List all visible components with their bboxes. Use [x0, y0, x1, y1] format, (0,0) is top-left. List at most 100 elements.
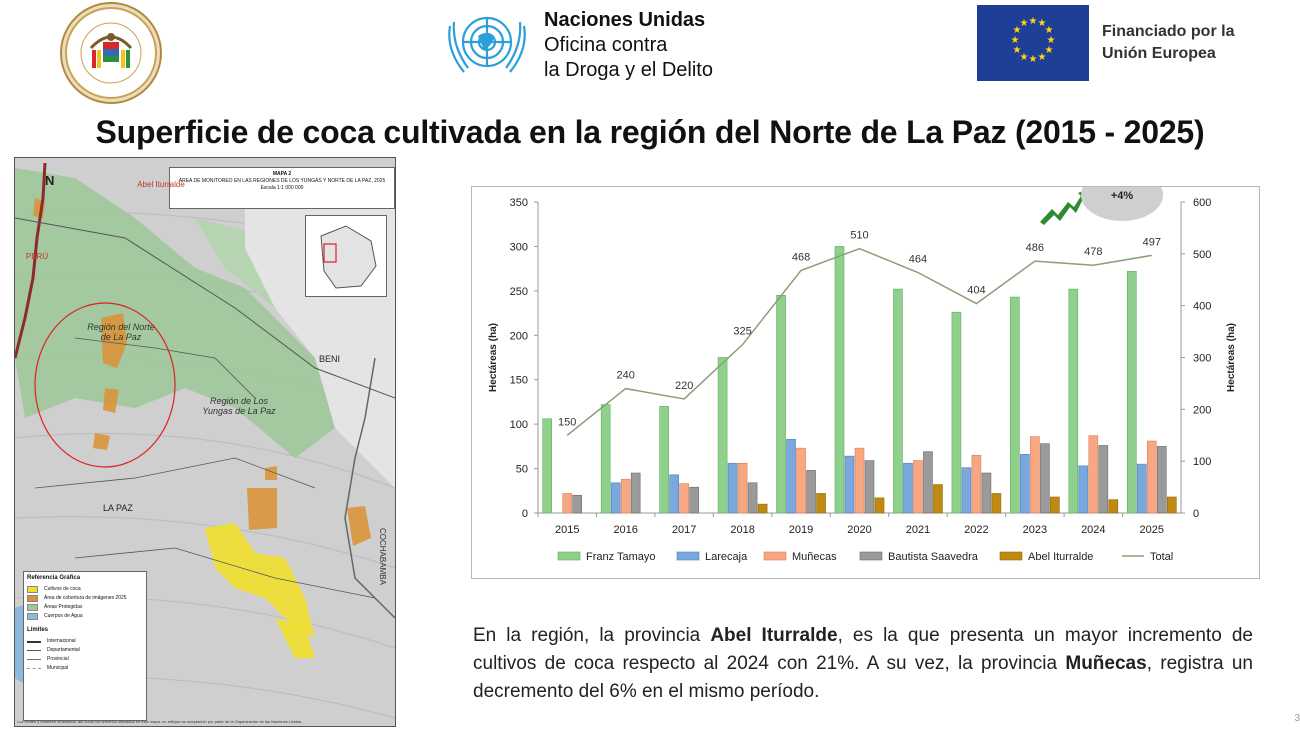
y-axis-right-title: Hectáreas (ha): [1226, 323, 1237, 392]
bar-abel-iturralde: [991, 493, 1002, 514]
legend-label: Municipal: [47, 665, 69, 671]
total-data-label: 325: [733, 326, 751, 338]
x-tick-label: 2017: [672, 524, 696, 536]
legend-label: Franz Tamayo: [586, 551, 656, 563]
map-title: MAPA 2: [272, 171, 292, 177]
legend-label: Departamental: [47, 647, 80, 653]
bar-bautista-saavedra: [747, 482, 758, 514]
map-label-la-paz: LA PAZ: [103, 503, 133, 513]
map-legend: Referencia Gráfica Cultivos de coca Área…: [23, 571, 147, 721]
map-limits-title: Límites: [27, 627, 49, 633]
total-data-label: 486: [1026, 242, 1044, 254]
total-data-label: 468: [792, 251, 810, 263]
y-tick-label-right: 100: [1193, 456, 1211, 468]
un-line-3: la Droga y el Delito: [544, 59, 713, 81]
total-data-label: 240: [617, 370, 635, 382]
map-legend-item: Cultivos de coca: [27, 585, 143, 594]
map-label-region-yungas: Región de Los Yungas de La Paz: [202, 396, 276, 416]
legend-line: [27, 659, 41, 660]
total-data-label: 478: [1084, 246, 1102, 258]
ministry-seal-logo: [60, 2, 162, 104]
summary-paragraph: En la región, la provincia Abel Iturrald…: [473, 622, 1253, 706]
bar-larecaja: [844, 455, 855, 514]
svg-text:★: ★: [1011, 35, 1020, 46]
y-tick-label-right: 600: [1193, 197, 1211, 209]
bar-franz-tamayo: [951, 311, 962, 514]
bar-bautista-saavedra: [572, 494, 583, 514]
y-tick-label-right: 0: [1193, 508, 1199, 520]
bar-bautista-saavedra: [1040, 443, 1050, 514]
svg-text:★: ★: [1029, 54, 1038, 65]
y-tick-label-left: 50: [516, 464, 528, 476]
bar-mu-ecas: [620, 478, 631, 514]
annotation-label: +4%: [1111, 190, 1134, 202]
y-tick-label-left: 150: [510, 375, 528, 387]
map-legend-item: Cuerpos de Agua: [27, 612, 143, 621]
y-axis-left-title: Hectáreas (ha): [488, 323, 499, 392]
map-legend-item: Área de cobertura de imágenes 2025: [27, 594, 143, 603]
svg-text:★: ★: [1020, 52, 1029, 63]
bar-franz-tamayo: [659, 406, 669, 514]
legend-label: Provincial: [47, 656, 69, 662]
legend-swatch: [557, 551, 581, 561]
bar-abel-iturralde: [1108, 499, 1119, 514]
x-tick-label: 2019: [789, 524, 813, 536]
bar-bautista-saavedra: [981, 472, 992, 514]
paragraph-bold-abel-iturralde: Abel Iturralde: [710, 625, 838, 646]
bar-bautista-saavedra: [923, 451, 933, 514]
bar-larecaja: [1136, 463, 1147, 514]
map-label-cochabamba: COCHABAMBA: [378, 528, 387, 585]
bar-mu-ecas: [1088, 435, 1099, 514]
y-tick-label-left: 100: [510, 419, 528, 431]
map-label-peru: PERÚ: [25, 252, 49, 261]
map-label-abel-iturralde: Abel Iturralde: [137, 180, 185, 189]
slide-title: Superficie de coca cultivada en la regió…: [95, 114, 1205, 150]
legend-swatch: [27, 586, 38, 593]
x-tick-label: 2023: [1023, 524, 1047, 536]
svg-text:★: ★: [1013, 45, 1022, 56]
x-tick-label: 2024: [1081, 524, 1105, 536]
map-limit-item: Internacional: [27, 637, 143, 646]
bar-mu-ecas: [1030, 436, 1040, 514]
paragraph-text-3: , registra un decremento del 6% en el mi…: [473, 653, 1254, 702]
bar-franz-tamayo: [542, 418, 553, 514]
total-data-label: 220: [675, 380, 693, 392]
bar-mu-ecas: [854, 447, 865, 514]
svg-text:★: ★: [1045, 25, 1054, 36]
bar-franz-tamayo: [1010, 296, 1020, 514]
x-tick-label: 2016: [613, 524, 637, 536]
legend-label: Cuerpos de Agua: [44, 613, 83, 619]
map-label-beni: BENI: [319, 354, 341, 364]
bar-larecaja: [786, 438, 796, 514]
legend-swatch: [27, 595, 38, 602]
map-footnote: Los límites y nombres mostrados, así com…: [17, 719, 303, 724]
page-number: 3: [1294, 713, 1300, 724]
bar-franz-tamayo: [834, 246, 845, 514]
legend-swatch: [999, 551, 1023, 561]
bar-franz-tamayo: [776, 295, 786, 514]
total-line: [566, 247, 1152, 436]
bar-larecaja: [669, 474, 679, 514]
y-tick-label-right: 200: [1193, 404, 1211, 416]
bar-bautista-saavedra: [864, 460, 875, 514]
bar-abel-iturralde: [933, 484, 943, 514]
map-legend-title: Referencia Gráfica: [27, 575, 81, 581]
total-data-label: 464: [909, 253, 927, 265]
svg-text:★: ★: [1013, 25, 1022, 36]
svg-text:★: ★: [1038, 18, 1047, 29]
bar-abel-iturralde: [1166, 496, 1177, 514]
bar-franz-tamayo: [600, 404, 611, 514]
coca-chart: 0 50 100 150 200 250 300 350 0 100 200 300 400 500 600…: [471, 186, 1260, 579]
bar-franz-tamayo: [717, 357, 728, 514]
map-title-box: MAPA 2 ÁREA DE MONITOREO EN LAS REGIONES…: [169, 167, 395, 209]
chart-canvas: 0 50 100 150 200 250 300 350 0 100 200 300 400 500 600…: [488, 187, 1237, 563]
total-data-label: 404: [967, 285, 985, 297]
growth-arrow-icon: [1040, 189, 1088, 225]
bar-larecaja: [727, 462, 738, 514]
legend-label: Área de cobertura de imágenes 2025: [44, 595, 127, 601]
legend-swatch: [676, 551, 700, 561]
svg-text:★: ★: [1038, 52, 1047, 63]
bar-bautista-saavedra: [630, 472, 641, 514]
map-limit-item: Departamental: [27, 646, 143, 655]
total-data-label: 497: [1143, 236, 1161, 248]
